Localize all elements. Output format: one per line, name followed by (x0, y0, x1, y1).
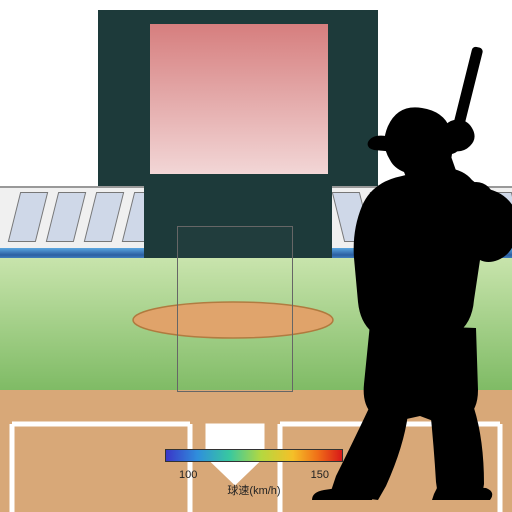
speed-colorbar (165, 449, 343, 462)
bleacher-panel (8, 192, 48, 242)
speed-tick-max: 150 (311, 469, 329, 481)
speed-legend: 100 150 球速(km/h) (165, 449, 343, 498)
speed-tick-min: 100 (179, 469, 197, 481)
speed-axis-label: 球速(km/h) (165, 482, 343, 498)
speed-ticks: 100 150 (179, 469, 329, 481)
bleacher-panel (46, 192, 86, 242)
bleacher-panel (84, 192, 124, 242)
batter-silhouette (270, 46, 512, 500)
pitch-chart-scene: 100 150 球速(km/h) (0, 0, 512, 512)
